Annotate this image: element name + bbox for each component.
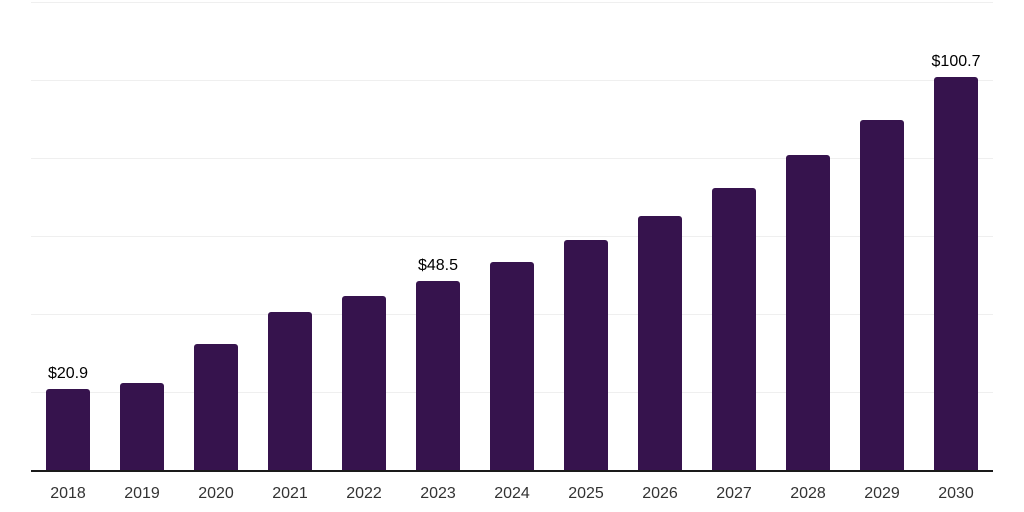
bar-slot-2025 xyxy=(549,2,623,470)
bar-2018: $20.9 xyxy=(46,365,90,470)
plot-area: $20.9 $48.5 $100.7 xyxy=(31,2,993,472)
bar-slot-2028 xyxy=(771,2,845,470)
bar-slot-2018: $20.9 xyxy=(31,2,105,470)
bar-2022 xyxy=(342,296,386,470)
bar-2029 xyxy=(860,120,904,470)
x-tick-label-2030: 2030 xyxy=(938,485,974,502)
bar-2027 xyxy=(712,188,756,470)
bar-2024 xyxy=(490,262,534,470)
bar-slot-2021 xyxy=(253,2,327,470)
bar-series: $20.9 $48.5 $100.7 xyxy=(31,2,993,470)
x-tick-label-2018: 2018 xyxy=(50,485,86,502)
bar-slot-2026 xyxy=(623,2,697,470)
gridline-60 xyxy=(31,236,993,237)
x-tick-label-2026: 2026 xyxy=(642,485,678,502)
bar-slot-2027 xyxy=(697,2,771,470)
bar-slot-2023: $48.5 xyxy=(401,2,475,470)
bar-slot-2024 xyxy=(475,2,549,470)
bar-slot-2030: $100.7 xyxy=(919,2,993,470)
x-tick-label-2024: 2024 xyxy=(494,485,530,502)
gridline-80 xyxy=(31,157,993,159)
bar-2020 xyxy=(194,344,238,470)
bar-slot-2022 xyxy=(327,2,401,470)
x-axis: 2018 2019 2020 2021 2022 2023 2024 2025 2026 2027… xyxy=(31,472,993,503)
bar-slot-2029 xyxy=(845,2,919,470)
bar-2025 xyxy=(564,240,608,470)
bar-2019 xyxy=(120,382,164,470)
x-tick-label-2019: 2019 xyxy=(124,485,160,502)
x-tick-label-2023: 2023 xyxy=(420,485,456,502)
gridline-120 xyxy=(31,2,993,3)
bar-2021 xyxy=(268,311,312,470)
bar-2026 xyxy=(638,216,682,470)
x-tick-label-2022: 2022 xyxy=(346,485,382,502)
x-tick-label-2021: 2021 xyxy=(272,485,308,502)
bar-value-label-2023: $48.5 xyxy=(417,256,459,274)
bar-value-label-2030: $100.7 xyxy=(931,53,981,71)
bar-2028 xyxy=(786,154,830,470)
x-tick-label-2027: 2027 xyxy=(716,485,752,502)
bar-value-label-2018: $20.9 xyxy=(47,364,89,382)
bar-slot-2020 xyxy=(179,2,253,470)
bar-2030: $100.7 xyxy=(932,53,980,470)
x-tick-label-2029: 2029 xyxy=(864,485,900,502)
x-tick-label-2020: 2020 xyxy=(198,485,234,502)
x-tick-label-2025: 2025 xyxy=(568,485,604,502)
gridline-100 xyxy=(31,79,993,81)
bar-slot-2019 xyxy=(105,2,179,470)
x-tick-label-2028: 2028 xyxy=(790,485,826,502)
bar-2023: $48.5 xyxy=(416,257,460,470)
